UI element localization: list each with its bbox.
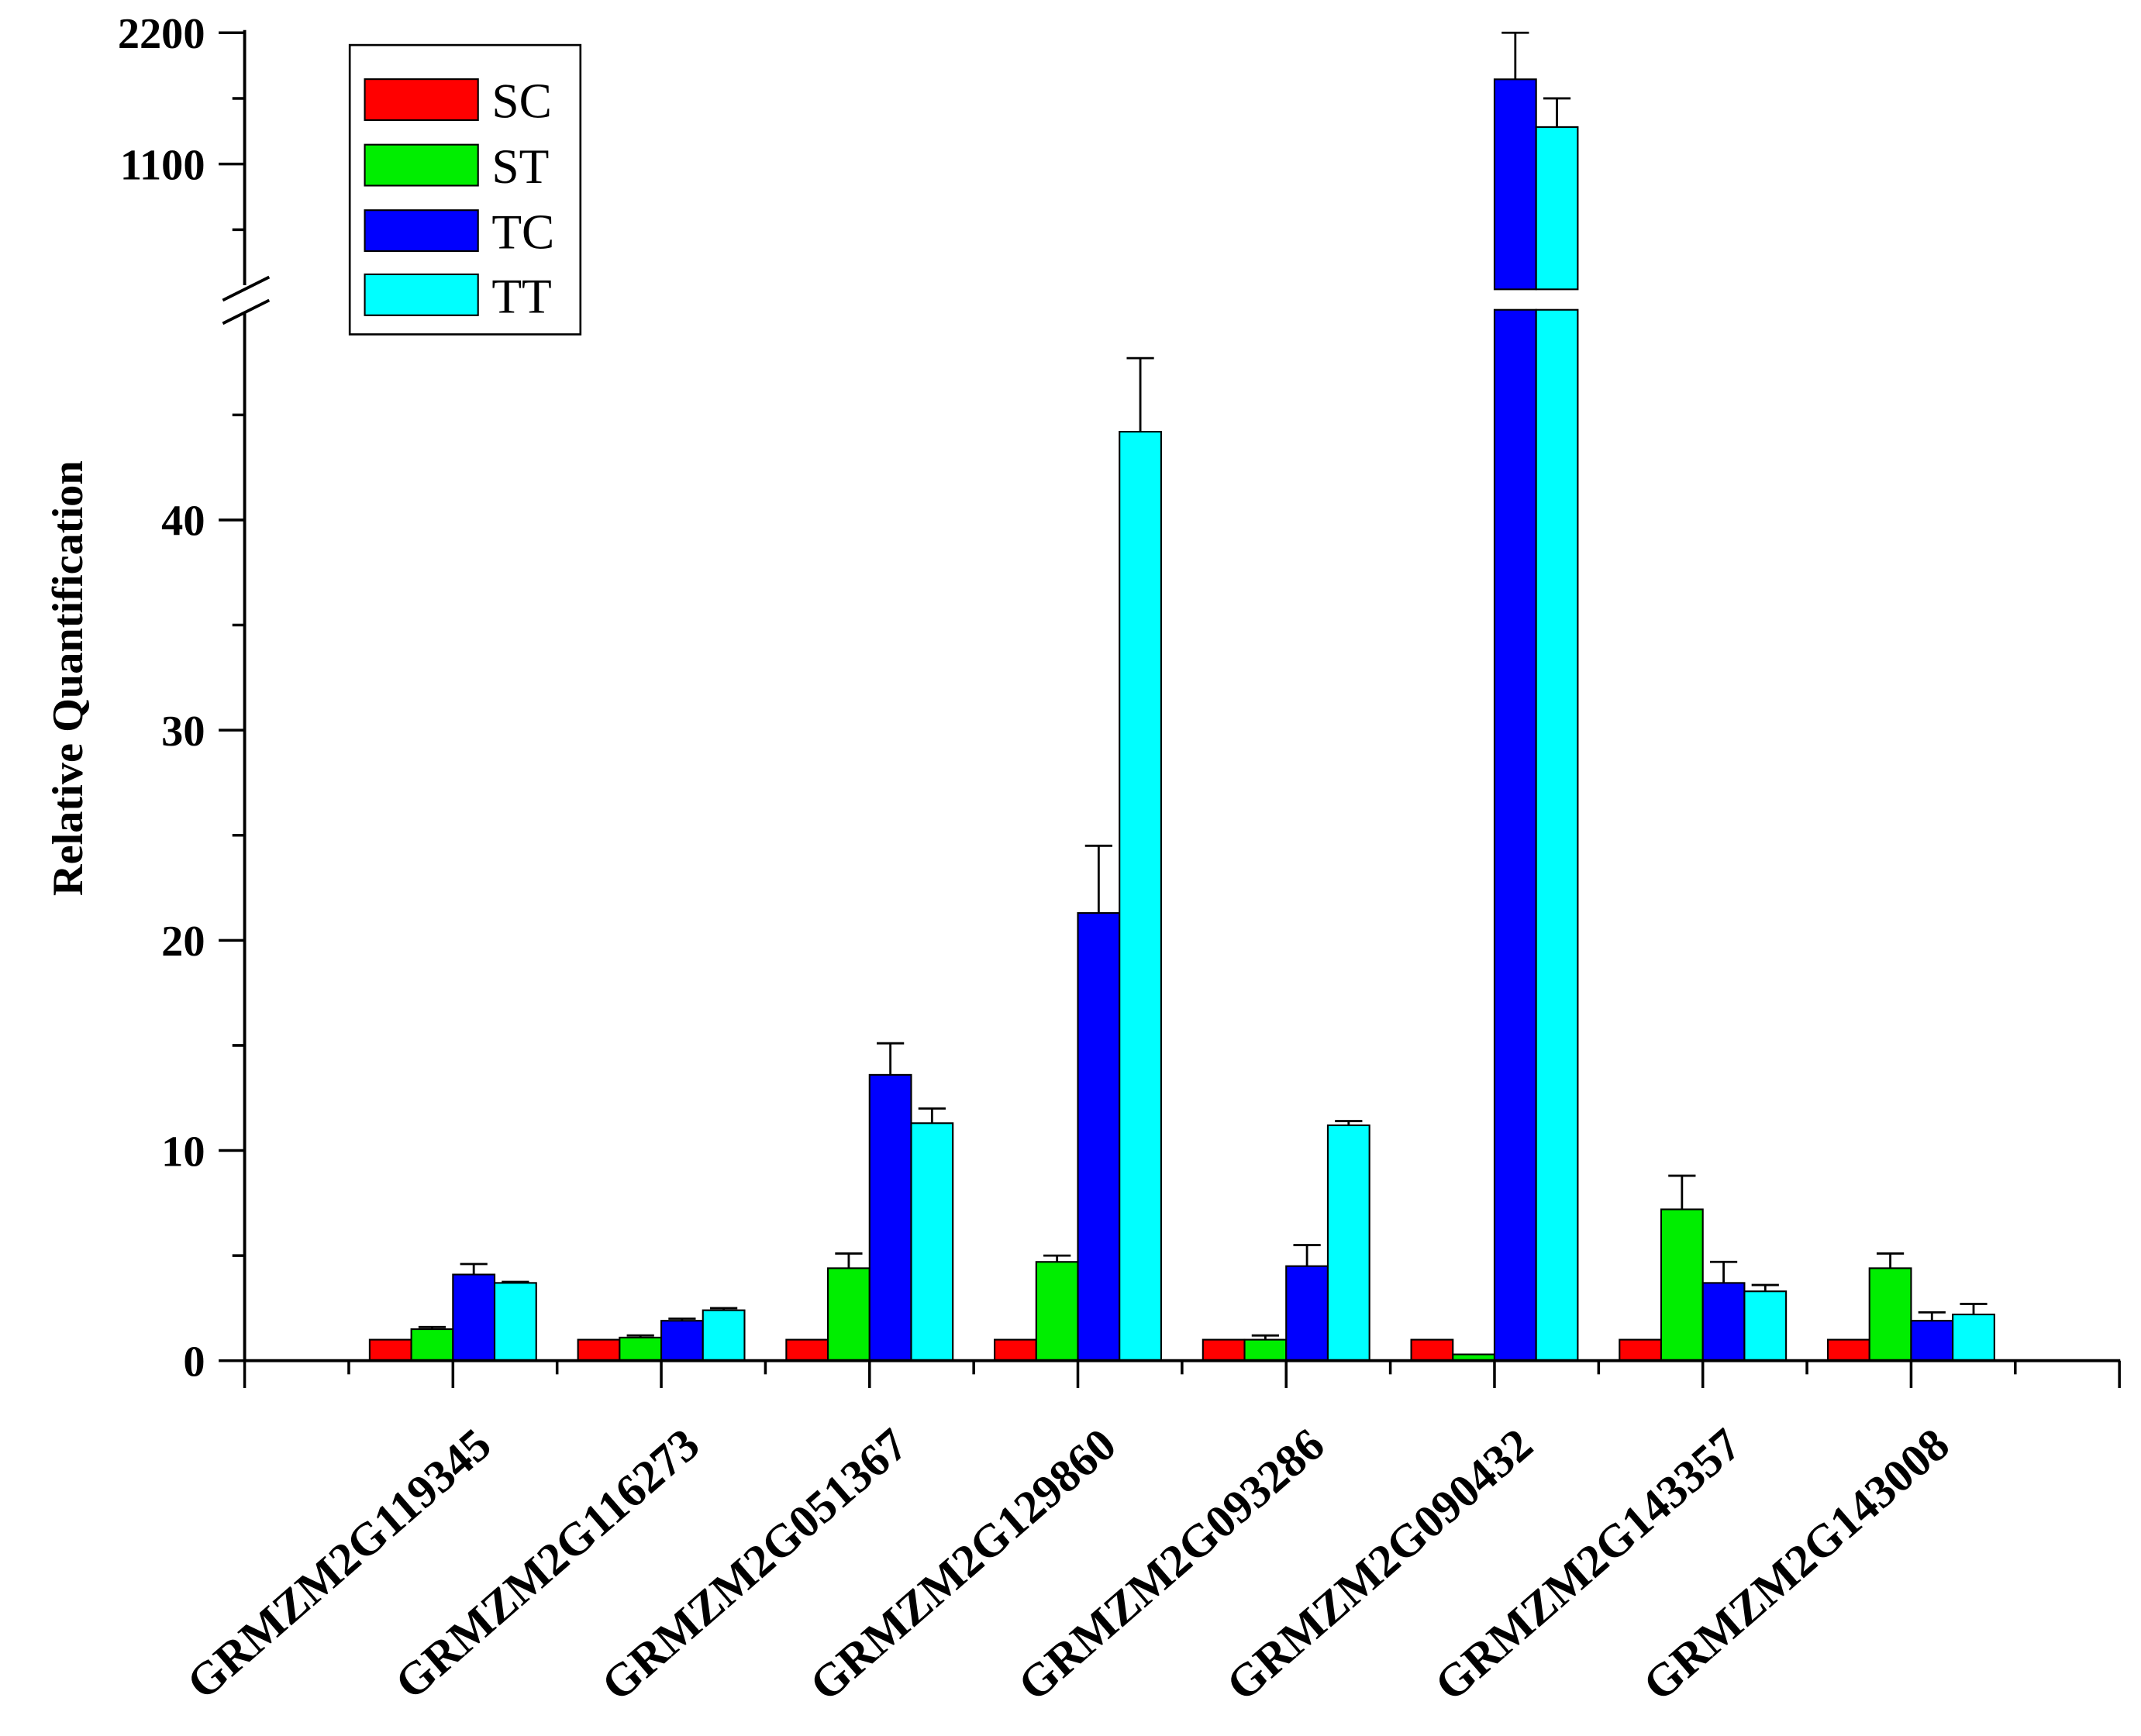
y-axis-ticks: 0 10 20 30 40 1100 2200 [118,10,245,1386]
bar-tc-grmzm2g143357 [1701,1282,1746,1362]
legend: SC ST TC TT [348,43,582,336]
bar-tc-grmzm2g129860 [1077,912,1121,1362]
x-axis-ticks [243,1360,2121,1388]
bar-st-grmzm2g143357 [1660,1208,1704,1362]
y-tick-label: 20 [161,918,205,966]
y-tick-label: 1100 [120,141,205,189]
error-bars-layer [418,31,1988,1340]
bars-layer [368,78,1995,1362]
legend-swatch-tc [364,209,479,253]
bar-tt-grmzm2g116273 [702,1309,746,1362]
bar-sc-grmzm2g116273 [577,1338,621,1362]
bar-tc-grmzm2g116273 [660,1320,704,1362]
bar-tt-grmzm2g119345 [493,1282,537,1362]
bar-st-grmzm2g129860 [1035,1261,1079,1362]
y-tick-label: 0 [183,1338,205,1386]
bar-tt-grmzm2g143008 [1952,1314,1995,1362]
bar-st-grmzm2g051367 [827,1267,871,1362]
bar-tc-grmzm2g051367 [868,1073,912,1362]
bar-tt-grmzm2g143357 [1743,1290,1788,1362]
bar-sc-grmzm2g051367 [785,1338,829,1362]
axis-break-mark-upper [222,275,271,302]
axis-break-mark-lower [222,298,271,326]
bar-tc-grmzm2g143008 [1910,1320,1954,1362]
x-axis-category-labels: GRMZM2G119345GRMZM2G116273GRMZM2G051367G… [177,1418,1958,1710]
bar-tt-grmzm2g129860 [1119,430,1162,1362]
bar-tt-grmzm2g090432-upper [1535,126,1579,291]
bar-st-grmzm2g116273 [619,1336,663,1362]
legend-label-sc: SC [491,74,552,128]
bar-sc-grmzm2g093286 [1202,1338,1246,1362]
bar-tt-grmzm2g093286 [1326,1124,1370,1362]
bar-st-grmzm2g093286 [1243,1338,1288,1362]
bar-st-grmzm2g143008 [1868,1267,1912,1362]
bar-tt-grmzm2g090432-lower [1535,308,1579,1362]
bar-st-grmzm2g119345 [410,1328,454,1362]
y-tick-label: 40 [161,498,205,546]
bar-sc-grmzm2g143008 [1826,1338,1870,1362]
legend-swatch-tt [364,273,479,316]
y-axis-label: Relative Quantification [44,460,92,896]
legend-label-tt: TT [491,269,551,323]
bar-tc-grmzm2g090432-upper [1493,78,1537,291]
legend-label-tc: TC [491,205,554,260]
legend-swatch-st [364,143,479,187]
bar-tc-grmzm2g119345 [452,1273,496,1362]
y-tick-label: 2200 [118,10,205,58]
bar-tc-grmzm2g093286 [1285,1265,1329,1362]
bar-sc-grmzm2g143357 [1619,1338,1663,1362]
bar-tc-grmzm2g090432-lower [1493,308,1537,1362]
bar-sc-grmzm2g129860 [994,1338,1037,1362]
y-tick-label: 30 [161,708,205,756]
y-tick-label: 10 [161,1128,205,1176]
bar-sc-grmzm2g119345 [368,1338,412,1362]
bar-sc-grmzm2g090432 [1410,1338,1454,1362]
legend-label-st: ST [491,140,549,194]
bar-tt-grmzm2g051367 [910,1122,954,1362]
legend-swatch-sc [364,78,479,122]
